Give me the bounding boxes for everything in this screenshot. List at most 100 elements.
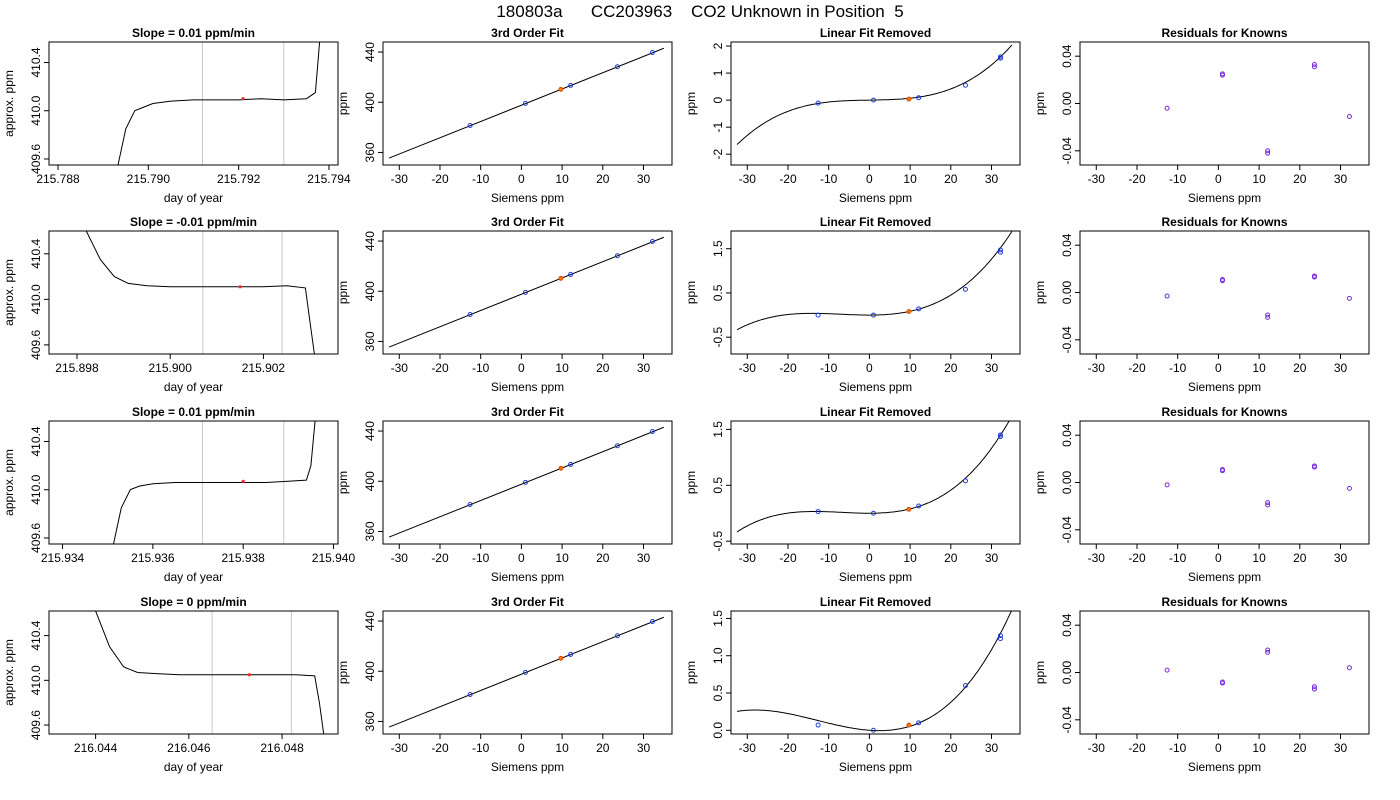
- x-axis-label: Siemens ppm: [1188, 380, 1261, 394]
- panel-title: Slope = 0 ppm/min: [140, 595, 246, 609]
- known-point: [1219, 680, 1225, 686]
- x-tick-label: 0: [518, 551, 525, 565]
- x-tick-label: -10: [1169, 741, 1187, 755]
- x-axis-label: day of year: [164, 380, 223, 394]
- known-point: [1164, 105, 1170, 111]
- y-tick-label: 409.6: [29, 710, 43, 740]
- known-point: [1311, 684, 1317, 690]
- y-tick-label: 0.0: [711, 722, 725, 739]
- known-point: [962, 82, 968, 88]
- x-tick-label: 215.794: [307, 172, 351, 186]
- y-tick-label: 440: [363, 421, 377, 441]
- y-tick-label: -0.5: [711, 327, 725, 348]
- fit-curve: [737, 611, 1012, 732]
- y-tick-label: 0.04: [1060, 233, 1074, 257]
- y-tick-label: 1.5: [711, 240, 725, 257]
- known-point: [997, 432, 1003, 438]
- x-tick-label: -20: [431, 172, 449, 186]
- x-tick-label: 30: [985, 172, 999, 186]
- x-tick-label: -10: [820, 741, 838, 755]
- plot-area: [85, 231, 315, 354]
- known-point: [1311, 273, 1317, 279]
- known-point: [1265, 314, 1271, 320]
- x-tick-label: 215.790: [127, 172, 171, 186]
- y-tick-label: 360: [363, 521, 377, 541]
- plot-area: [736, 421, 1010, 533]
- y-tick-label: 360: [363, 142, 377, 162]
- y-axis-label: ppm: [336, 471, 350, 494]
- plot-frame: [730, 230, 1021, 355]
- x-axis-label: Siemens ppm: [1188, 570, 1261, 584]
- panel-4-3: Linear Fit Removed Siemens ppm ppm -30 -20 -1…: [684, 595, 1021, 774]
- y-axis-label: ppm: [336, 92, 350, 115]
- mean-marker: [241, 479, 245, 483]
- plot-frame: [382, 610, 673, 735]
- y-tick-label: 1: [711, 69, 725, 76]
- y-tick-label: 410.4: [29, 426, 43, 456]
- y-axis-label: ppm: [684, 92, 698, 115]
- y-tick-label: 0.00: [1060, 660, 1074, 684]
- plot-frame: [730, 610, 1021, 735]
- x-tick-label: 0: [1215, 551, 1222, 565]
- x-axis-label: Siemens ppm: [491, 380, 564, 394]
- x-axis-label: Siemens ppm: [491, 570, 564, 584]
- x-tick-label: -30: [739, 551, 757, 565]
- plot-area: [388, 616, 665, 728]
- known-point: [1265, 647, 1271, 653]
- panel-title: 3rd Order Fit: [491, 595, 564, 609]
- known-point: [870, 510, 876, 516]
- unknown-point: [558, 655, 564, 661]
- x-tick-label: -20: [1128, 361, 1146, 375]
- panel-title: Slope = -0.01 ppm/min: [130, 215, 257, 229]
- known-point: [997, 636, 1003, 642]
- y-tick-label: 0.04: [1060, 613, 1074, 637]
- known-point: [1346, 665, 1352, 671]
- known-point: [649, 429, 655, 435]
- x-tick-label: 30: [1334, 741, 1348, 755]
- known-point: [568, 461, 574, 467]
- time-series-line: [85, 231, 315, 354]
- panel-4-4: Residuals for Knowns Siemens ppm ppm -30 -20…: [1033, 595, 1370, 774]
- x-axis-label: Siemens ppm: [839, 380, 912, 394]
- y-tick-label: 2: [711, 42, 725, 49]
- panel-4-2: 3rd Order Fit Siemens ppm ppm -30 -20 -10 0 10 2…: [336, 595, 673, 774]
- known-point: [614, 633, 620, 639]
- panel-3-3: Linear Fit Removed Siemens ppm ppm -30 -20 -1…: [684, 405, 1021, 584]
- y-tick-label: 410.0: [29, 474, 43, 504]
- plot-frame: [1079, 41, 1370, 166]
- x-tick-label: 30: [985, 551, 999, 565]
- known-point: [1164, 293, 1170, 299]
- plot-area: [736, 44, 1013, 145]
- known-point: [870, 312, 876, 318]
- x-tick-label: 0: [1215, 172, 1222, 186]
- x-tick-label: 0: [1215, 361, 1222, 375]
- x-tick-label: 10: [555, 172, 569, 186]
- plot-frame: [48, 230, 339, 355]
- y-tick-label: 360: [363, 711, 377, 731]
- x-tick-label: 0: [866, 361, 873, 375]
- plot-area: [1164, 463, 1352, 508]
- x-tick-label: 20: [944, 551, 958, 565]
- unknown-point: [558, 465, 564, 471]
- y-tick-label: 1.5: [711, 421, 725, 438]
- x-axis-label: Siemens ppm: [491, 191, 564, 205]
- panel-title: 3rd Order Fit: [491, 26, 564, 40]
- x-axis-label: Siemens ppm: [839, 760, 912, 774]
- fit-line: [388, 236, 665, 348]
- x-tick-label: 215.898: [55, 361, 99, 375]
- y-tick-label: 410.4: [29, 47, 43, 77]
- x-tick-label: -30: [1088, 361, 1106, 375]
- x-axis-label: Siemens ppm: [1188, 760, 1261, 774]
- plot-frame: [382, 230, 673, 355]
- known-point: [522, 100, 528, 106]
- panel-2-1: Slope = -0.01 ppm/min day of year approx. …: [2, 215, 339, 394]
- x-tick-label: -30: [1088, 741, 1106, 755]
- known-point: [1346, 295, 1352, 301]
- known-point: [649, 50, 655, 56]
- panel-title: Linear Fit Removed: [820, 595, 931, 609]
- known-point: [1219, 71, 1225, 77]
- time-series-line: [95, 611, 325, 734]
- x-tick-label: -10: [1169, 361, 1187, 375]
- x-tick-label: 30: [985, 741, 999, 755]
